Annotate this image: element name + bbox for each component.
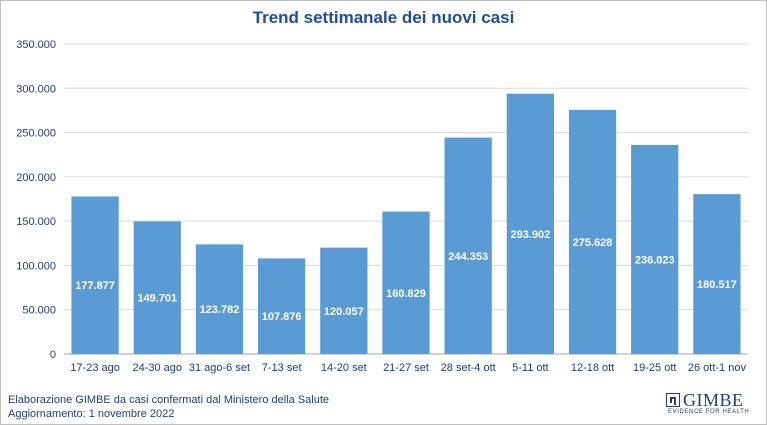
footer-note: Elaborazione GIMBE da casi confermati da… <box>8 393 329 421</box>
chart-title: Trend settimanale dei nuovi casi <box>252 8 515 27</box>
x-tick-label: 5-11 ott <box>512 362 549 374</box>
bar-data-label: 123.782 <box>200 304 240 316</box>
bar <box>444 137 492 354</box>
bar <box>258 258 306 354</box>
bar <box>693 194 741 354</box>
bar-data-label: 293.902 <box>510 229 550 241</box>
gimbe-logo: GIMBE EVIDENCE FOR HEALTH <box>666 390 758 420</box>
x-tick-label: 26 ott-1 nov <box>688 362 747 374</box>
footer-updated: Aggiornamento: 1 novembre 2022 <box>8 408 175 420</box>
y-tick-label: 350.000 <box>16 39 56 51</box>
x-tick-label: 17-23 ago <box>70 362 120 374</box>
x-tick-label: 28 set-4 ott <box>441 362 496 374</box>
bar-data-label: 120.057 <box>324 306 364 318</box>
logo-tagline: EVIDENCE FOR HEALTH <box>668 409 750 415</box>
y-tick-label: 150.000 <box>16 216 56 228</box>
bar <box>631 144 679 354</box>
bar-data-label: 275.628 <box>573 237 613 249</box>
bar <box>71 196 119 354</box>
bar-data-label: 180.517 <box>697 279 737 291</box>
x-tick-label: 19-25 ott <box>633 362 676 374</box>
bar-data-label: 149.701 <box>137 293 177 305</box>
y-tick-label: 100.000 <box>16 260 56 272</box>
footer-source: Elaborazione GIMBE da casi confermati da… <box>8 394 329 406</box>
y-tick-label: 0 <box>50 349 56 361</box>
x-tick-label: 21-27 set <box>383 362 429 374</box>
y-tick-label: 250.000 <box>16 128 56 140</box>
bar <box>133 221 181 354</box>
bar-data-label: 177.877 <box>75 280 115 292</box>
bar <box>506 93 554 354</box>
x-tick-label: 14-20 set <box>321 362 367 374</box>
x-tick-label: 24-30 ago <box>132 362 182 374</box>
bar-data-label: 244.353 <box>448 251 488 263</box>
bar-data-label: 107.876 <box>262 311 302 323</box>
y-tick-label: 50.000 <box>22 305 56 317</box>
gimbe-logo-mark-icon <box>666 393 680 407</box>
bar <box>195 244 244 354</box>
y-tick-label: 200.000 <box>16 172 56 184</box>
bar-data-label: 160.829 <box>386 288 426 300</box>
x-tick-label: 12-18 ott <box>571 362 614 374</box>
bar <box>320 247 368 354</box>
y-tick-label: 300.000 <box>16 83 56 95</box>
bar <box>568 109 617 354</box>
bar <box>382 211 430 354</box>
logo-wordmark: GIMBE <box>683 390 744 410</box>
bar-data-label: 236.023 <box>635 254 675 266</box>
x-tick-label: 31 ago-6 set <box>189 362 250 374</box>
x-tick-label: 7-13 set <box>262 362 302 374</box>
